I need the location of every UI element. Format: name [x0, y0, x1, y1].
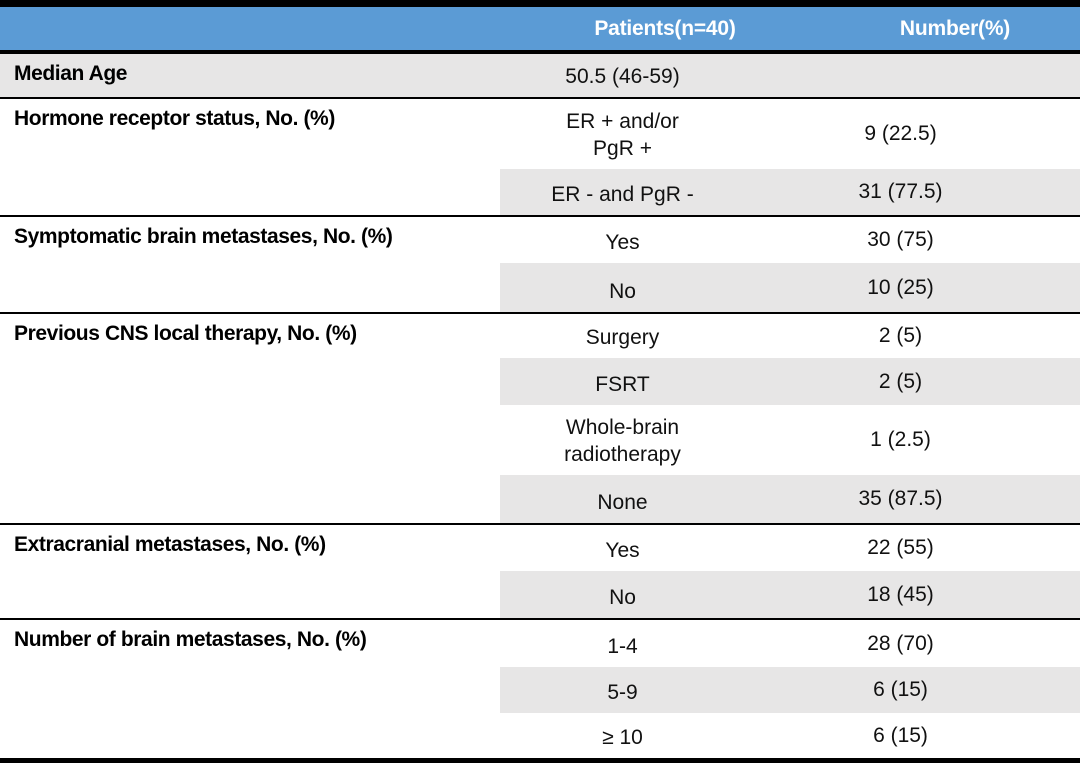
row-number-value: 30 (75): [867, 228, 934, 251]
row-category-label: [0, 713, 500, 758]
row-subcategory-value: Yes: [605, 231, 640, 254]
row-category-label: Hormone receptor status, No. (%): [14, 107, 335, 130]
row-value-group: ≥ 10 6 (15): [500, 713, 1080, 758]
row-number-value: 28 (70): [867, 631, 934, 655]
row-subcategory-value: 5-9: [607, 681, 638, 704]
table-row: ≥ 10 6 (15): [0, 713, 1080, 758]
row-category-label: Extracranial metastases, No. (%): [14, 533, 326, 556]
row-subcategory-value: None: [597, 491, 648, 514]
table-body: Median Age 50.5 (46-59) Hormone receptor…: [0, 54, 1080, 758]
row-subcategory-value: FSRT: [595, 373, 650, 396]
table-row: No 10 (25): [0, 263, 1080, 314]
row-category-label: [0, 667, 500, 713]
row-value-group: Surgery 2 (5): [500, 314, 1080, 358]
row-value-group: None 35 (87.5): [500, 475, 1080, 523]
row-value-group: ER - and PgR - 31 (77.5): [500, 169, 1080, 215]
row-subcategory-value: ≥ 10: [602, 726, 643, 749]
row-value-group: 5-9 6 (15): [500, 667, 1080, 713]
row-category-label: Symptomatic brain metastases, No. (%): [14, 225, 393, 248]
table-row: Median Age 50.5 (46-59): [0, 54, 1080, 99]
row-category-label: [0, 358, 500, 405]
row-value-group: No 18 (45): [500, 571, 1080, 618]
row-value-group: Yes 22 (55): [500, 525, 1080, 571]
header-divider-rule: [0, 50, 1080, 54]
row-number-value: 35 (87.5): [858, 487, 943, 510]
row-category-label: Median Age: [14, 62, 128, 85]
row-subcategory-value: ER - and PgR -: [551, 183, 694, 206]
header-col-patients: Patients(n=40): [594, 16, 736, 40]
row-subcategory-value: 1-4: [607, 635, 638, 658]
table-row: Symptomatic brain metastases, No. (%) Ye…: [0, 217, 1080, 263]
table-row: Previous CNS local therapy, No. (%) Surg…: [0, 314, 1080, 358]
row-subcategory-value: No: [609, 280, 636, 303]
row-category-label: [0, 169, 500, 215]
row-category-label: [0, 263, 500, 312]
table-row: Whole-brain radiotherapy 1 (2.5): [0, 405, 1080, 475]
row-number-value: 31 (77.5): [858, 180, 943, 203]
row-subcategory-value: ER + and/or PgR +: [566, 110, 679, 160]
row-value-group: 1-4 28 (70): [500, 620, 1080, 667]
row-number-value: 6 (15): [873, 723, 928, 747]
row-number-value: 6 (15): [873, 678, 928, 701]
table-header-row: Patients(n=40) Number(%): [0, 7, 1080, 50]
row-value-group: 50.5 (46-59): [500, 54, 1080, 97]
row-value-group: Whole-brain radiotherapy 1 (2.5): [500, 405, 1080, 475]
patient-characteristics-table: Patients(n=40) Number(%) Median Age 50.5…: [0, 0, 1080, 763]
row-number-value: 18 (45): [867, 582, 934, 606]
row-subcategory-value: Whole-brain radiotherapy: [564, 416, 681, 466]
row-category-label: [0, 405, 500, 475]
table-row: ER - and PgR - 31 (77.5): [0, 169, 1080, 217]
row-value-group: FSRT 2 (5): [500, 358, 1080, 405]
row-value-group: ER + and/or PgR + 9 (22.5): [500, 99, 1080, 169]
table-row: No 18 (45): [0, 571, 1080, 620]
table-row: 5-9 6 (15): [0, 667, 1080, 713]
row-subcategory-value: Yes: [605, 539, 640, 562]
header-col-number: Number(%): [899, 16, 1011, 40]
row-category-label: [0, 475, 500, 523]
table-bottom-border: [0, 758, 1080, 763]
row-subcategory-value: 50.5 (46-59): [565, 65, 680, 88]
row-category-label: Number of brain metastases, No. (%): [14, 628, 367, 651]
table-row: Number of brain metastases, No. (%) 1-4 …: [0, 620, 1080, 667]
row-subcategory-value: Surgery: [585, 326, 660, 349]
table-row: Extracranial metastases, No. (%) Yes 22 …: [0, 525, 1080, 571]
row-number-value: 9 (22.5): [864, 122, 937, 145]
row-category-label: Previous CNS local therapy, No. (%): [14, 322, 357, 345]
row-value-group: Yes 30 (75): [500, 217, 1080, 263]
table-row: Hormone receptor status, No. (%) ER + an…: [0, 99, 1080, 169]
header-spacer-cell: [0, 7, 500, 50]
row-number-value: [745, 54, 1080, 97]
row-number-value: 2 (5): [878, 369, 923, 393]
row-number-value: 2 (5): [878, 324, 923, 347]
row-subcategory-value: No: [609, 586, 636, 609]
row-number-value: 10 (25): [867, 275, 934, 299]
row-value-group: No 10 (25): [500, 263, 1080, 312]
table-top-border: [0, 0, 1080, 7]
row-number-value: 1 (2.5): [870, 428, 931, 451]
table-row: None 35 (87.5): [0, 475, 1080, 525]
table-row: FSRT 2 (5): [0, 358, 1080, 405]
row-category-label: [0, 571, 500, 618]
row-number-value: 22 (55): [867, 536, 934, 559]
